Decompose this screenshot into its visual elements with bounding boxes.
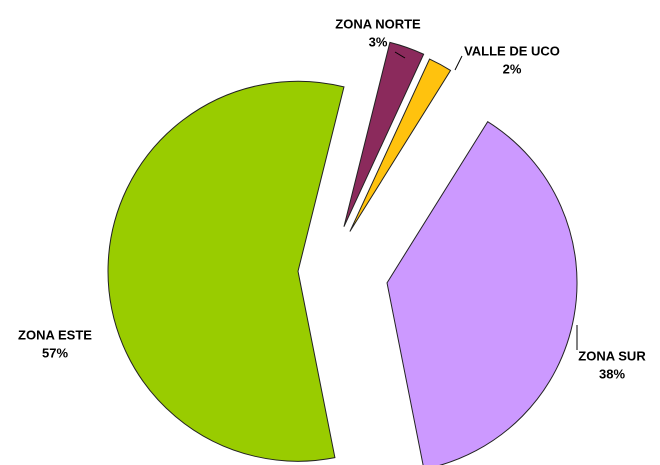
slice-label: ZONA NORTE <box>335 16 421 31</box>
leader-line <box>454 55 463 71</box>
slice-percent: 3% <box>369 34 388 49</box>
pie-slice <box>386 121 578 465</box>
slice-percent: 38% <box>599 366 625 381</box>
slice-label: VALLE DE UCO <box>464 43 560 58</box>
pie-slice <box>349 58 452 232</box>
slice-percent: 2% <box>503 61 522 76</box>
slice-label: ZONA ESTE <box>18 327 92 342</box>
leader-line <box>394 51 406 59</box>
slice-percent: 57% <box>42 345 68 360</box>
pie-slice <box>343 41 425 227</box>
pie-slice <box>107 80 345 462</box>
slice-label: ZONA SUR <box>578 348 646 363</box>
